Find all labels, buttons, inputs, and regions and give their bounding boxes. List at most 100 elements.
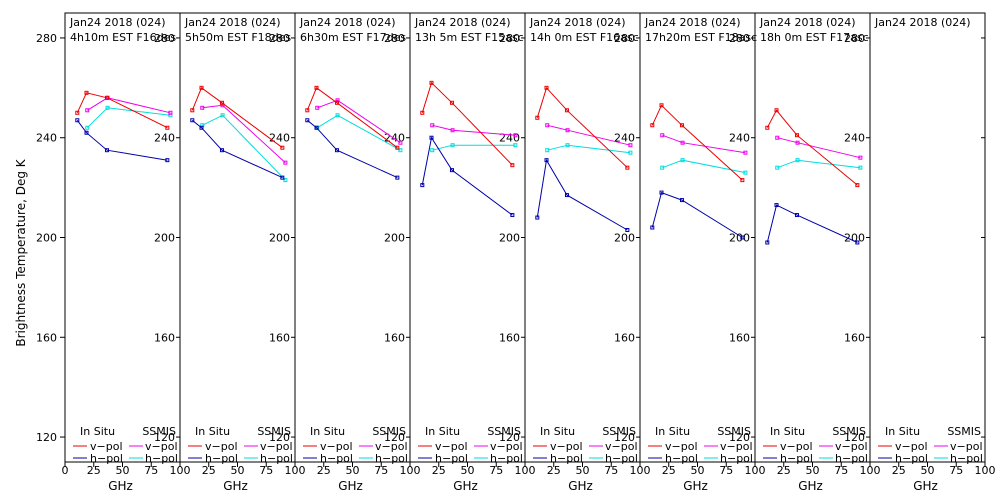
ssmis-v-point xyxy=(743,150,748,155)
legend-ssmis-v: v−pol xyxy=(835,440,868,453)
insitu-h-point xyxy=(429,135,434,140)
y-tick-label: 160 xyxy=(614,331,635,344)
ssmis-v-line xyxy=(777,137,861,159)
y-tick-label: 280 xyxy=(384,32,405,45)
legend-ssmis: SSMIS xyxy=(372,425,406,438)
ssmis-h-point xyxy=(168,113,173,118)
insitu-v-line xyxy=(76,92,168,129)
ssmis-h-line xyxy=(86,107,171,129)
x-tick-label: 75 xyxy=(719,464,733,477)
insitu-h-point xyxy=(314,125,319,130)
legend-ssmis-h: h−pol xyxy=(950,452,983,465)
y-tick-label: 280 xyxy=(729,32,750,45)
panels-group: Jan24 2018 (024) 4h10m EST F16des 120 120 16… xyxy=(36,12,996,493)
insitu-v-line xyxy=(536,86,628,169)
insitu-h-point xyxy=(334,148,339,153)
insitu-v-line xyxy=(306,87,398,149)
y-tick-label: 280 xyxy=(844,32,865,45)
insitu-h-line xyxy=(651,191,743,238)
ssmis-v-point xyxy=(398,140,403,145)
legend-ssmis-v: v−pol xyxy=(720,440,753,453)
x-tick-label: 75 xyxy=(259,464,273,477)
ssmis-h-point xyxy=(565,143,570,148)
insitu-h-line xyxy=(191,119,283,179)
legend-ssmis-h: h−pol xyxy=(260,452,293,465)
ssmis-v-point xyxy=(315,105,320,110)
legend-ssmis-h: h−pol xyxy=(375,452,408,465)
panel-date: Jan24 2018 (024) xyxy=(69,16,166,29)
x-tick-label: 100 xyxy=(630,464,651,477)
x-axis-label: GHz xyxy=(913,479,938,493)
x-tick-label: 50 xyxy=(921,464,935,477)
legend-insitu-v: v−pol xyxy=(205,440,238,453)
y-tick-label: 160 xyxy=(269,331,290,344)
x-tick-label: 100 xyxy=(975,464,996,477)
insitu-h-point xyxy=(219,148,224,153)
insitu-v-point xyxy=(219,100,224,105)
insitu-h-point xyxy=(104,148,109,153)
ssmis-h-point xyxy=(105,105,110,110)
insitu-h-point xyxy=(420,183,425,188)
panel-date: Jan24 2018 (024) xyxy=(759,16,856,29)
legend-insitu-v: v−pol xyxy=(665,440,698,453)
insitu-h-point xyxy=(75,118,80,123)
legend-insitu-v: v−pol xyxy=(550,440,583,453)
y-tick-label: 200 xyxy=(269,232,290,245)
ssmis-h-point xyxy=(398,148,403,153)
legend-insitu: In Situ xyxy=(540,425,575,438)
legend-ssmis: SSMIS xyxy=(832,425,866,438)
legend-ssmis-v: v−pol xyxy=(260,440,293,453)
x-tick-label: 75 xyxy=(374,464,388,477)
insitu-h-point xyxy=(510,213,515,218)
legend-insitu-h: h−pol xyxy=(320,452,353,465)
insitu-h-point xyxy=(199,125,204,130)
panel-1: Jan24 2018 (024) 4h10m EST F16des 120 120 16… xyxy=(36,12,191,493)
y-tick-label: 120 xyxy=(844,431,865,444)
insitu-v-point xyxy=(510,163,515,168)
insitu-v-point xyxy=(305,108,310,113)
insitu-h-point xyxy=(774,203,779,208)
legend-insitu-h: h−pol xyxy=(550,452,583,465)
y-tick-label: 200 xyxy=(614,232,635,245)
legend-insitu-h: h−pol xyxy=(665,452,698,465)
insitu-h-point xyxy=(280,175,285,180)
y-tick-label: 240 xyxy=(614,132,635,145)
y-tick-label: 120 xyxy=(269,431,290,444)
insitu-v-point xyxy=(280,145,285,150)
insitu-v-line xyxy=(421,81,513,166)
ssmis-v-point xyxy=(283,160,288,165)
x-tick-label: 50 xyxy=(231,464,245,477)
y-tick-label: 280 xyxy=(614,32,635,45)
x-tick-label: 0 xyxy=(62,464,69,477)
x-axis-label: GHz xyxy=(223,479,248,493)
insitu-v-point xyxy=(740,178,745,183)
ssmis-h-point xyxy=(680,158,685,163)
ssmis-h-line xyxy=(547,144,631,154)
ssmis-v-point xyxy=(680,140,685,145)
panel-3: Jan24 2018 (024) 6h30m EST F17des 120 160 20… xyxy=(294,12,421,493)
legend-ssmis-v: v−pol xyxy=(145,440,178,453)
y-tick-label: 280 xyxy=(499,32,520,45)
legend-insitu: In Situ xyxy=(770,425,805,438)
y-tick-label-left: 280 xyxy=(36,32,57,45)
panel-4: Jan24 2018 (024) 13h 5m EST F15asc 120 160 2… xyxy=(409,12,536,493)
x-tick-label: 100 xyxy=(515,464,536,477)
insitu-v-line xyxy=(766,109,858,186)
insitu-h-point xyxy=(84,130,89,135)
legend-insitu-v: v−pol xyxy=(780,440,813,453)
legend-ssmis-h: h−pol xyxy=(145,452,178,465)
panel-5: Jan24 2018 (024) 14h 0m EST F16asc 120 160 2… xyxy=(524,12,651,493)
insitu-v-point xyxy=(564,108,569,113)
x-tick-label: 100 xyxy=(400,464,421,477)
x-axis-label: GHz xyxy=(683,479,708,493)
ssmis-v-line xyxy=(317,99,401,144)
y-tick-label-left: 240 xyxy=(36,132,57,145)
y-tick-label: 240 xyxy=(844,132,865,145)
legend-ssmis: SSMIS xyxy=(487,425,521,438)
ssmis-h-point xyxy=(775,165,780,170)
insitu-v-point xyxy=(75,110,80,115)
insitu-h-point xyxy=(765,240,770,245)
insitu-v-point xyxy=(855,183,860,188)
y-tick-label: 160 xyxy=(154,331,175,344)
legend-insitu-h: h−pol xyxy=(90,452,123,465)
